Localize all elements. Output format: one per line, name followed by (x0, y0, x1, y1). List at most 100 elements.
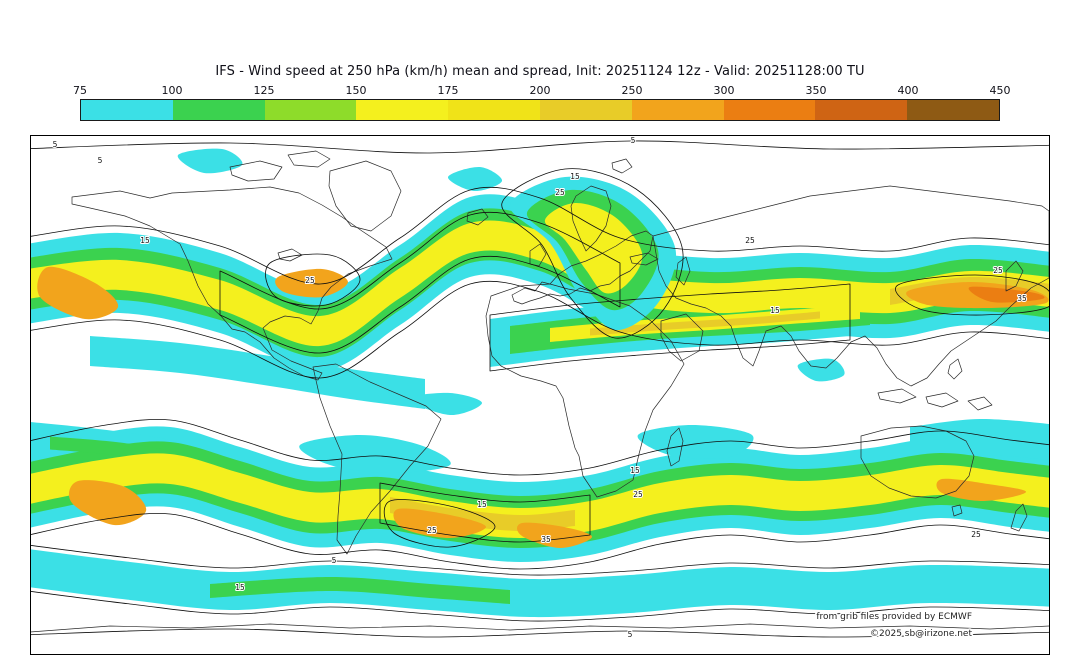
contour-label: 15 (140, 236, 150, 245)
spread-contour-sh-5 (30, 418, 1050, 570)
colorbar-tick: 175 (437, 84, 459, 97)
colorbar-tick: 350 (805, 84, 827, 97)
colorbar-tick: 100 (161, 84, 183, 97)
spread-contour-nh-15 (219, 211, 621, 354)
coastline-indonesia-1 (877, 388, 917, 404)
coastline-great-lakes (277, 248, 303, 262)
wind-band-sh-subpolar-green (210, 577, 510, 604)
coastline-south-america (312, 363, 442, 555)
colorbar-segment (356, 100, 449, 120)
colorbar-tick: 250 (621, 84, 643, 97)
attribution-ecmwf: from grib files provided by ECMWF (816, 612, 972, 622)
wind-blob-east-asia-dark-orange (968, 286, 1045, 303)
wind-band-sh-subpolar-cyan (30, 549, 1050, 618)
contour-label: 25 (305, 276, 315, 285)
spread-contours (30, 140, 1050, 638)
contour-label: 15 (477, 500, 487, 509)
coastline-australia (860, 425, 975, 499)
coastline-indonesia-3 (967, 396, 993, 411)
contour-label: 25 (555, 188, 565, 197)
coastline-new-zealand (1010, 503, 1028, 532)
colorbar-segments (80, 99, 1000, 121)
coastline-indonesia-2 (925, 392, 959, 408)
coastline-greenland (328, 160, 402, 232)
contour-label: 15 (570, 172, 580, 181)
coastline-arabia (660, 313, 704, 362)
wind-blob-equatorial-atlantic-cyan (408, 392, 482, 416)
wind-blob-south-america-cyan (299, 435, 451, 473)
coastline-madagascar (666, 427, 684, 467)
coastline-iceland (466, 208, 489, 226)
coastline-scandinavia (570, 185, 612, 252)
colorbar-tick: 400 (897, 84, 919, 97)
colorbar-segment (907, 100, 999, 120)
spread-contour-subtrop-5 (489, 283, 851, 372)
wind-band-indian-ocean-east-cyan (910, 418, 1050, 463)
colorbar-ticks: 75 100 125 150 175 200 250 300 350 400 450 (73, 84, 1011, 99)
coastlines (30, 150, 1050, 633)
colorbar-segment (815, 100, 908, 120)
contour-label: 15 (770, 306, 780, 315)
attribution-copyright: ©2025 sb@irizone.net (870, 629, 972, 639)
wind-blob-west-na-orange (37, 266, 119, 320)
coastline-africa (485, 283, 685, 498)
contour-label: 15 (630, 466, 640, 475)
colorbar-segment (539, 100, 632, 120)
colorbar-tick: 200 (529, 84, 551, 97)
colorbar-tick: 75 (73, 84, 87, 97)
contour-label: 15 (235, 583, 245, 592)
spread-contour-arctic-5 (30, 140, 1050, 154)
wind-blob-sh-orange-2 (393, 508, 486, 539)
spread-contour-sh-15 (379, 482, 591, 543)
wind-blob-sh-orange-right (936, 478, 1027, 502)
wind-band-sh-jet-gold (390, 497, 575, 532)
coastline-black-sea (629, 252, 659, 266)
wind-speed-bands (30, 148, 1050, 618)
wind-blob-arctic-cyan-2 (447, 166, 503, 192)
contour-label: 35 (1017, 294, 1027, 303)
colorbar: 75 100 125 150 175 200 250 300 350 400 450 (73, 84, 1011, 121)
spread-contour-sh-25 (383, 499, 496, 548)
coastline-british-isles (529, 243, 547, 267)
contour-label: 25 (633, 490, 643, 499)
colorbar-tick: 450 (989, 84, 1011, 97)
coastline-arctic-island-1 (229, 160, 283, 182)
map: 5 5 5 15 25 15 25 25 15 25 35 15 25 15 25 35 25 5 5 15 from… (30, 135, 1050, 655)
wind-blob-bengal-cyan (797, 358, 845, 382)
wind-band-nh-polar-jet-yellow (30, 220, 1050, 347)
contour-labels: 5 5 5 15 25 15 25 25 15 25 35 15 25 15 25 35 25 5 5 15 (52, 135, 1028, 640)
spread-contour-antarctic-5 (30, 628, 1050, 638)
coastline-north-america (71, 186, 393, 381)
coastline-caspian-sea (675, 256, 691, 286)
spread-contour-east-asia-25 (895, 274, 1050, 316)
coastline-philippines (947, 358, 963, 380)
coastline-europe (511, 230, 654, 305)
colorbar-tick: 150 (345, 84, 367, 97)
map-border (30, 135, 1050, 655)
colorbar-segment (723, 100, 816, 120)
contour-label: 35 (541, 535, 551, 544)
contour-label: 5 (332, 556, 337, 565)
wind-blob-indian-ocean-cyan (637, 425, 754, 459)
world-map-svg: 5 5 5 15 25 15 25 25 15 25 35 15 25 15 25 35 25 5 5 15 from… (30, 135, 1050, 655)
colorbar-tick: 125 (253, 84, 275, 97)
coastline-arctic-island-2 (287, 150, 331, 168)
coastline-asia (652, 185, 1050, 387)
contour-label: 5 (631, 136, 636, 145)
contour-label: 5 (628, 630, 633, 639)
wind-band-nh-subtropical-gold (590, 311, 820, 336)
contour-label: 25 (993, 266, 1003, 275)
wind-blob-arctic-cyan-1 (177, 148, 243, 174)
colorbar-segment (81, 100, 173, 120)
wind-band-tropical-atlantic-cyan (90, 336, 425, 409)
colorbar-segment (172, 100, 265, 120)
wind-blob-east-na-orange (275, 268, 348, 298)
wind-band-sh-polar-jet-cyan (30, 426, 1050, 562)
colorbar-tick: 300 (713, 84, 735, 97)
spread-contour-nh-5 (30, 186, 1050, 379)
page-title: IFS - Wind speed at 250 hPa (km/h) mean … (215, 64, 865, 79)
contour-label: 5 (98, 156, 103, 165)
wind-blob-sh-orange-1 (68, 480, 147, 526)
spread-contour-east-na-25 (265, 253, 361, 307)
